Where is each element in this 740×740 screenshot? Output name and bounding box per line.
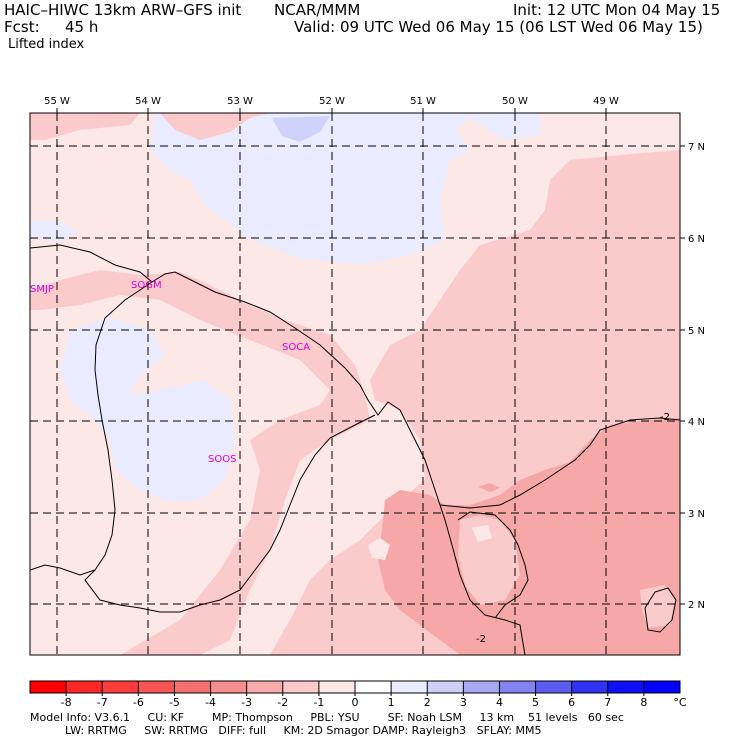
amapa-coast bbox=[457, 511, 529, 619]
station-smjp: SMJP bbox=[30, 284, 54, 295]
pink-hole-1 bbox=[458, 515, 520, 605]
lon-label-50w: 50 W bbox=[502, 96, 528, 107]
lat-label-7n: 7 N bbox=[688, 142, 705, 153]
lat-label-4n: 4 N bbox=[688, 417, 705, 428]
legend-tick-label: 0 bbox=[352, 696, 359, 709]
init-time: Init: 12 UTC Mon 04 May 15 bbox=[513, 1, 721, 19]
lon-label-53w: 53 W bbox=[227, 96, 253, 107]
legend-tick-label: 7 bbox=[604, 696, 611, 709]
legend-swatch bbox=[30, 681, 67, 693]
lat-label-6n: 6 N bbox=[688, 234, 705, 245]
footer-model-info: Model Info: V3.6.1 CU: KF MP: Thompson P… bbox=[30, 711, 624, 724]
model-title: HAIC–HIWC 13km ARW–GFS init bbox=[4, 1, 242, 19]
legend-swatch bbox=[174, 681, 212, 693]
legend-swatch bbox=[246, 681, 284, 693]
legend-tick-label: -4 bbox=[205, 696, 216, 709]
lat-label-2n: 2 N bbox=[688, 600, 705, 611]
forecast-hour: 45 h bbox=[65, 18, 99, 36]
legend-tick-label: -8 bbox=[61, 696, 72, 709]
tick-marks bbox=[56, 108, 685, 605]
pink-hole-2 bbox=[640, 585, 675, 628]
legend-swatch bbox=[391, 681, 428, 693]
pink-region-north-west bbox=[30, 113, 270, 140]
field-name: Lifted index bbox=[8, 37, 85, 52]
map-frame bbox=[29, 112, 681, 656]
footer-physics-info: LW: RRTMG SW: RRTMG DIFF: full KM: 2D Sm… bbox=[30, 724, 542, 737]
legend-swatch bbox=[210, 681, 248, 693]
legend-tick-label: -7 bbox=[97, 696, 108, 709]
valid-time: Valid: 09 UTC Wed 06 May 15 (06 LST Wed … bbox=[294, 18, 703, 36]
legend-swatch bbox=[427, 681, 464, 693]
positive-li-region-interior bbox=[60, 318, 235, 502]
legend-tick-label: -6 bbox=[133, 696, 144, 709]
legend-tick-label: -5 bbox=[169, 696, 180, 709]
legend-tick-label: 6 bbox=[568, 696, 575, 709]
legend-swatch bbox=[571, 681, 609, 693]
legend-unit: °C bbox=[673, 696, 687, 709]
legend-swatch bbox=[66, 681, 103, 693]
pink-hole-4 bbox=[472, 525, 492, 542]
lon-label-49w: 49 W bbox=[593, 96, 619, 107]
legend-tick-label: -1 bbox=[313, 696, 324, 709]
border-guyana-suriname bbox=[30, 244, 153, 576]
legend-tick-label: -3 bbox=[241, 696, 252, 709]
legend-swatch bbox=[499, 681, 537, 693]
station-sogm: SOGM bbox=[131, 280, 162, 291]
border-french-guiana-brazil bbox=[439, 417, 680, 509]
legend-tick-label: 5 bbox=[532, 696, 539, 709]
graticule bbox=[30, 113, 680, 655]
coastline bbox=[151, 271, 526, 655]
lon-label-54w: 54 W bbox=[135, 96, 161, 107]
station-soos: SOOS bbox=[208, 454, 236, 465]
island-outline bbox=[644, 587, 677, 633]
lon-label-52w: 52 W bbox=[319, 96, 345, 107]
pink-hole-3 bbox=[368, 538, 390, 560]
contour-label-south: -2 bbox=[476, 634, 486, 645]
legend-tick-label: -2 bbox=[277, 696, 288, 709]
lat-label-3n: 3 N bbox=[688, 509, 705, 520]
legend-swatch bbox=[102, 681, 139, 693]
legend-swatch bbox=[318, 681, 356, 693]
border-suriname-french-guiana bbox=[84, 414, 376, 613]
legend-swatch bbox=[607, 681, 645, 693]
salmon-patch-small bbox=[478, 483, 500, 492]
legend-swatch bbox=[643, 681, 681, 693]
legend-swatch bbox=[355, 681, 392, 693]
forecast-label: Fcst: bbox=[4, 18, 40, 36]
legend-tick-label: 2 bbox=[424, 696, 431, 709]
positive-li-blue-patch bbox=[272, 116, 330, 142]
legend-swatch bbox=[463, 681, 500, 693]
contour-label-east: -2 bbox=[660, 412, 670, 423]
legend-tick-label: 8 bbox=[640, 696, 647, 709]
institute-label: NCAR/MMM bbox=[274, 1, 361, 19]
legend-swatch bbox=[282, 681, 320, 693]
positive-li-region-north bbox=[150, 113, 540, 265]
salmon-region-south-east bbox=[378, 418, 680, 655]
station-soca: SOCA bbox=[282, 342, 310, 353]
legend-tick-label: 3 bbox=[460, 696, 467, 709]
positive-li-region-small bbox=[30, 220, 80, 242]
legend-tick-label: 1 bbox=[388, 696, 395, 709]
legend-tick-label: 4 bbox=[496, 696, 503, 709]
legend-swatch bbox=[138, 681, 175, 693]
legend-swatch bbox=[535, 681, 573, 693]
lon-label-55w: 55 W bbox=[44, 96, 70, 107]
lat-label-5n: 5 N bbox=[688, 326, 705, 337]
lon-label-51w: 51 W bbox=[410, 96, 436, 107]
color-legend: -8 -7 -6 -5 -4 -3 -2 -1 0 1 2 3 4 5 6 7 8 °C bbox=[29, 680, 687, 709]
